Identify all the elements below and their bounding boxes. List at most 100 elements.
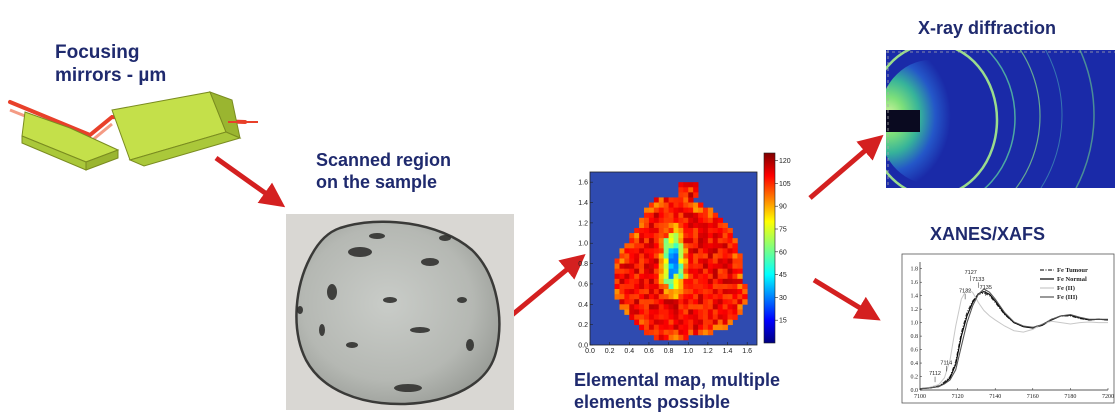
heatmap-cell — [688, 283, 694, 290]
heatmap-cell — [668, 248, 674, 254]
heatmap-cell — [673, 207, 679, 214]
heatmap-cell — [742, 299, 748, 305]
heatmap-cell — [624, 283, 630, 290]
heatmap-cell — [688, 233, 694, 239]
heatmap-cell — [648, 248, 655, 254]
xanes-y-tick-label: 0.2 — [911, 375, 919, 381]
heatmap-cell — [698, 268, 704, 275]
heatmap-cell — [634, 238, 640, 244]
heatmap-cell — [658, 283, 665, 290]
heatmap-cell — [737, 258, 743, 264]
heatmap-cell — [624, 243, 630, 249]
heatmap-cell — [727, 283, 733, 290]
heatmap-cell — [707, 329, 714, 336]
heatmap-cell — [717, 273, 724, 280]
heatmap-cell — [678, 192, 684, 198]
heatmap-x-tick-label: 1.2 — [703, 348, 713, 355]
heatmap-cell — [698, 304, 704, 310]
heatmap-cell — [707, 212, 714, 219]
map-label-line1: Elemental map, multiple — [574, 370, 781, 390]
xanes-y-tick-label: 1.4 — [911, 294, 919, 300]
heatmap-cell — [727, 268, 733, 275]
heatmap-cell — [644, 238, 650, 244]
heatmap-cell — [668, 304, 674, 310]
heatmap-cell — [653, 324, 660, 331]
heatmap-cell — [614, 268, 620, 275]
heatmap-cell — [668, 294, 674, 300]
heatmap-cell — [658, 289, 665, 295]
heatmap-cell — [717, 217, 724, 224]
heatmap-cell — [644, 278, 650, 285]
heatmap-cell — [698, 319, 704, 326]
heatmap-cell — [712, 258, 719, 264]
heatmap-cell — [693, 217, 699, 224]
heatmap-cell — [722, 309, 728, 315]
colorbar-ticks: 15 30 45 60 75 90 105 120 — [775, 158, 791, 325]
xanes-x-tick-label: 7120 — [952, 394, 964, 400]
heatmap-cell — [629, 309, 635, 315]
heatmap-cell — [693, 268, 699, 275]
heatmap-cell — [688, 324, 694, 331]
heatmap-cell — [693, 299, 699, 305]
heatmap-cell — [644, 222, 650, 229]
heatmap-cell — [722, 248, 728, 254]
heatmap-cell — [663, 263, 669, 270]
heatmap-cell — [722, 243, 728, 249]
heatmap-cell — [737, 268, 743, 275]
heatmap-cell — [727, 263, 733, 270]
heatmap-cell — [639, 324, 645, 331]
heatmap-cell — [619, 248, 625, 254]
heatmap-cell — [658, 238, 665, 244]
heatmap-cell — [624, 253, 630, 259]
heatmap-cell — [639, 233, 645, 239]
heatmap-cell — [634, 258, 640, 264]
heatmap-x-tick-label: 0.0 — [585, 348, 595, 355]
heatmap-cell — [702, 278, 709, 285]
heatmap-cell — [737, 273, 743, 280]
heatmap-cell — [727, 319, 733, 326]
heatmap-cell — [707, 278, 714, 285]
heatmap-cell — [648, 268, 655, 275]
heatmap-cell — [717, 268, 724, 275]
heatmap-cell — [722, 233, 728, 239]
heatmap-cell — [683, 238, 689, 244]
heatmap-cell — [683, 187, 689, 193]
heatmap-cell — [698, 283, 704, 290]
heatmap-cell — [653, 309, 660, 315]
heatmap-cell — [634, 314, 640, 320]
heatmap-cell — [663, 197, 669, 203]
arrow-map-to-xanes — [812, 277, 881, 321]
xanes-series-line — [919, 288, 1108, 390]
heatmap-cell — [663, 217, 669, 224]
heatmap-cell — [658, 329, 665, 336]
heatmap-cell — [653, 283, 660, 290]
heatmap-cell — [619, 253, 625, 259]
heatmap-cell — [653, 268, 660, 275]
heatmap-cell — [673, 273, 679, 280]
heatmap-cell — [683, 283, 689, 290]
heatmap-cell — [707, 294, 714, 300]
xanes-y-tick-label: 0.4 — [911, 361, 919, 367]
heatmap-cell — [663, 314, 669, 320]
heatmap-cell — [698, 329, 704, 336]
heatmap-cell — [629, 304, 635, 310]
colorbar-tick-label: 75 — [779, 227, 787, 234]
heatmap-cell — [717, 304, 724, 310]
heatmap-cell — [634, 263, 640, 270]
heatmap-cell — [683, 248, 689, 254]
xanes-y-tick-label: 1.6 — [911, 280, 919, 286]
heatmap-cell — [722, 238, 728, 244]
heatmap-cell — [673, 222, 679, 229]
heatmap-cell — [658, 278, 665, 285]
heatmap-cell — [614, 273, 620, 280]
heatmap-cell — [688, 238, 694, 244]
heatmap-cell — [658, 294, 665, 300]
heatmap-cell — [712, 248, 719, 254]
heatmap-cell — [727, 314, 733, 320]
heatmap-cell — [673, 238, 679, 244]
heatmap-cell — [722, 263, 728, 270]
heatmap-cell — [702, 258, 709, 264]
heatmap-cell — [737, 263, 743, 270]
heatmap-cell — [673, 289, 679, 295]
heatmap-cell — [624, 304, 630, 310]
